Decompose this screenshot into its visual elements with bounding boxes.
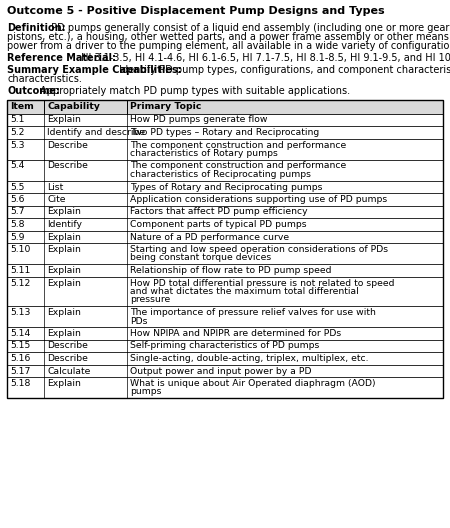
Text: 5.6: 5.6 bbox=[10, 195, 24, 204]
Text: Item: Item bbox=[10, 102, 34, 111]
Text: The component construction and performance: The component construction and performan… bbox=[130, 140, 346, 149]
Text: Types of Rotary and Reciprocating pumps: Types of Rotary and Reciprocating pumps bbox=[130, 183, 322, 192]
Bar bbox=[7, 231, 443, 243]
Bar bbox=[7, 364, 443, 377]
Text: Outcome 5 - Positive Displacement Pump Designs and Types: Outcome 5 - Positive Displacement Pump D… bbox=[7, 6, 385, 16]
Text: 5.13: 5.13 bbox=[10, 308, 31, 317]
Text: characteristics.: characteristics. bbox=[7, 74, 82, 84]
Text: 5.3: 5.3 bbox=[10, 140, 24, 149]
Text: Describe: Describe bbox=[47, 162, 88, 171]
Text: Describe: Describe bbox=[47, 342, 88, 351]
Text: Explain: Explain bbox=[47, 308, 81, 317]
Text: Describe: Describe bbox=[47, 140, 88, 149]
Text: Explain: Explain bbox=[47, 208, 81, 216]
Text: Identify PD pump types, configurations, and component characteristics; describe : Identify PD pump types, configurations, … bbox=[116, 65, 450, 75]
Text: HI 3.1-3.5, HI 4.1-4.6, HI 6.1-6.5, HI 7.1-7.5, HI 8.1-8.5, HI 9.1-9.5, and HI 1: HI 3.1-3.5, HI 4.1-4.6, HI 6.1-6.5, HI 7… bbox=[78, 53, 450, 63]
Text: Explain: Explain bbox=[47, 329, 81, 338]
Text: 5.1: 5.1 bbox=[10, 116, 24, 125]
Text: Starting and low speed operation considerations of PDs: Starting and low speed operation conside… bbox=[130, 245, 388, 254]
Text: Self-priming characteristics of PD pumps: Self-priming characteristics of PD pumps bbox=[130, 342, 319, 351]
Text: 5.7: 5.7 bbox=[10, 208, 24, 216]
Text: Reference Material:: Reference Material: bbox=[7, 53, 116, 63]
Text: Identify and describe: Identify and describe bbox=[47, 128, 145, 137]
Bar bbox=[7, 277, 443, 306]
Bar bbox=[7, 264, 443, 277]
Bar bbox=[7, 327, 443, 340]
Text: 5.15: 5.15 bbox=[10, 342, 30, 351]
Text: Explain: Explain bbox=[47, 379, 81, 388]
Bar bbox=[7, 218, 443, 231]
Text: Definition:: Definition: bbox=[7, 23, 66, 33]
Text: Component parts of typical PD pumps: Component parts of typical PD pumps bbox=[130, 220, 306, 229]
Text: 5.5: 5.5 bbox=[10, 183, 24, 192]
Bar bbox=[7, 306, 443, 327]
Bar bbox=[7, 181, 443, 193]
Text: The component construction and performance: The component construction and performan… bbox=[130, 162, 346, 171]
Text: power from a driver to the pumping element, all available in a wide variety of c: power from a driver to the pumping eleme… bbox=[7, 41, 450, 51]
Text: Explain: Explain bbox=[47, 278, 81, 288]
Text: characteristics of Rotary pumps: characteristics of Rotary pumps bbox=[130, 149, 278, 158]
Bar bbox=[7, 205, 443, 218]
Text: Capability: Capability bbox=[47, 102, 100, 111]
Text: What is unique about Air Operated diaphragm (AOD): What is unique about Air Operated diaphr… bbox=[130, 379, 375, 388]
Text: Explain: Explain bbox=[47, 116, 81, 125]
Text: List: List bbox=[47, 183, 63, 192]
Text: Primary Topic: Primary Topic bbox=[130, 102, 201, 111]
Text: Two PD types – Rotary and Reciprocating: Two PD types – Rotary and Reciprocating bbox=[130, 128, 319, 137]
Text: PDs: PDs bbox=[130, 316, 148, 325]
Text: 5.12: 5.12 bbox=[10, 278, 31, 288]
Text: Outcome:: Outcome: bbox=[7, 86, 60, 96]
Text: Output power and input power by a PD: Output power and input power by a PD bbox=[130, 366, 311, 375]
Text: 5.9: 5.9 bbox=[10, 232, 24, 241]
Text: 5.14: 5.14 bbox=[10, 329, 31, 338]
Text: How PD total differential pressure is not related to speed: How PD total differential pressure is no… bbox=[130, 278, 394, 288]
Text: How PD pumps generate flow: How PD pumps generate flow bbox=[130, 116, 267, 125]
Text: pumps: pumps bbox=[130, 388, 162, 397]
Text: 5.8: 5.8 bbox=[10, 220, 24, 229]
Text: Nature of a PD performance curve: Nature of a PD performance curve bbox=[130, 232, 289, 241]
Text: How NPIPA and NPIPR are determined for PDs: How NPIPA and NPIPR are determined for P… bbox=[130, 329, 341, 338]
Text: 5.18: 5.18 bbox=[10, 379, 31, 388]
Text: 5.17: 5.17 bbox=[10, 366, 31, 375]
Text: The importance of pressure relief valves for use with: The importance of pressure relief valves… bbox=[130, 308, 376, 317]
Text: Explain: Explain bbox=[47, 232, 81, 241]
Text: Describe: Describe bbox=[47, 354, 88, 363]
Text: 5.11: 5.11 bbox=[10, 266, 31, 275]
Text: Calculate: Calculate bbox=[47, 366, 90, 375]
Bar bbox=[7, 114, 443, 126]
Text: 5.16: 5.16 bbox=[10, 354, 31, 363]
Text: Relationship of flow rate to PD pump speed: Relationship of flow rate to PD pump spe… bbox=[130, 266, 331, 275]
Text: Identify: Identify bbox=[47, 220, 82, 229]
Bar bbox=[7, 100, 443, 114]
Bar bbox=[7, 377, 443, 398]
Bar bbox=[7, 100, 443, 398]
Text: 5.4: 5.4 bbox=[10, 162, 24, 171]
Text: Factors that affect PD pump efficiency: Factors that affect PD pump efficiency bbox=[130, 208, 307, 216]
Bar bbox=[7, 138, 443, 159]
Text: Application considerations supporting use of PD pumps: Application considerations supporting us… bbox=[130, 195, 387, 204]
Text: pistons, etc.), a housing, other wetted parts, and a power frame assembly or oth: pistons, etc.), a housing, other wetted … bbox=[7, 32, 450, 42]
Bar bbox=[7, 193, 443, 205]
Text: characteristics of Reciprocating pumps: characteristics of Reciprocating pumps bbox=[130, 170, 311, 179]
Text: Explain: Explain bbox=[47, 266, 81, 275]
Text: and what dictates the maximum total differential: and what dictates the maximum total diff… bbox=[130, 287, 359, 296]
Text: pressure: pressure bbox=[130, 296, 170, 305]
Text: 5.2: 5.2 bbox=[10, 128, 24, 137]
Bar bbox=[7, 352, 443, 364]
Text: Cite: Cite bbox=[47, 195, 66, 204]
Text: Single-acting, double-acting, triplex, multiplex, etc.: Single-acting, double-acting, triplex, m… bbox=[130, 354, 369, 363]
Bar bbox=[7, 243, 443, 264]
Text: Summary Example Capabilities:: Summary Example Capabilities: bbox=[7, 65, 182, 75]
Text: 5.10: 5.10 bbox=[10, 245, 31, 254]
Text: PD pumps generally consist of a liquid end assembly (including one or more gears: PD pumps generally consist of a liquid e… bbox=[48, 23, 450, 33]
Text: Explain: Explain bbox=[47, 245, 81, 254]
Bar bbox=[7, 340, 443, 352]
Text: Appropriately match PD pump types with suitable applications.: Appropriately match PD pump types with s… bbox=[37, 86, 350, 96]
Text: being constant torque devices: being constant torque devices bbox=[130, 253, 271, 262]
Bar bbox=[7, 126, 443, 138]
Bar bbox=[7, 159, 443, 181]
